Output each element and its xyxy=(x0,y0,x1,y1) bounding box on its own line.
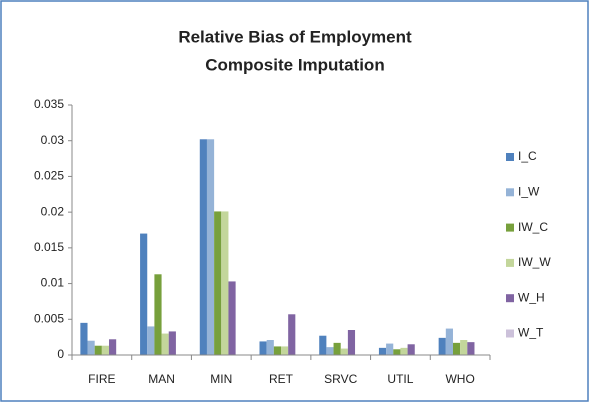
bar xyxy=(407,344,415,355)
chart-title: Relative Bias of Employment xyxy=(178,27,412,46)
bar xyxy=(101,345,110,355)
bar xyxy=(221,211,229,355)
legend-swatch xyxy=(506,153,514,161)
bar xyxy=(147,326,155,355)
legend-label: I_C xyxy=(518,149,537,163)
x-tick-label: FIRE xyxy=(88,372,115,386)
bar xyxy=(445,328,453,355)
bar xyxy=(438,337,446,355)
bar xyxy=(460,340,468,355)
y-tick-label: 0.005 xyxy=(34,311,64,325)
legend-swatch xyxy=(506,223,514,232)
x-tick-label: MAN xyxy=(148,372,175,386)
bar xyxy=(266,340,274,355)
bar xyxy=(94,345,102,355)
bar xyxy=(161,333,169,355)
legend-label: IW_C xyxy=(518,220,548,234)
legend-label: IW_W xyxy=(518,255,551,269)
bar xyxy=(259,341,267,355)
bar xyxy=(199,139,207,355)
y-tick-label: 0.035 xyxy=(34,97,64,111)
bar xyxy=(168,331,176,355)
legend-label: I_W xyxy=(518,184,540,198)
bar xyxy=(378,347,387,355)
legend-swatch xyxy=(506,329,514,338)
x-tick-label: MIN xyxy=(210,372,232,386)
legend-swatch xyxy=(506,188,514,197)
x-tick-label: UTIL xyxy=(387,372,413,386)
bar xyxy=(326,347,334,355)
legend-swatch xyxy=(506,294,514,303)
legend-label: W_H xyxy=(518,290,545,304)
bar xyxy=(228,281,236,355)
bar xyxy=(154,274,162,355)
x-tick-label: WHO xyxy=(445,372,474,386)
bar xyxy=(340,348,348,355)
bar xyxy=(206,139,215,355)
bar xyxy=(87,340,95,355)
y-tick-label: 0 xyxy=(57,347,64,361)
x-tick-label: SRVC xyxy=(324,372,357,386)
x-tick-label: RET xyxy=(269,372,294,386)
y-tick-label: 0.025 xyxy=(34,169,64,183)
bar xyxy=(281,346,289,355)
bar xyxy=(288,314,296,355)
y-tick-label: 0.02 xyxy=(41,204,65,218)
bar xyxy=(333,342,341,355)
bar xyxy=(467,342,475,355)
bar xyxy=(347,330,356,355)
legend-swatch xyxy=(506,258,514,267)
bar xyxy=(80,322,88,355)
bar xyxy=(140,233,148,355)
bar xyxy=(273,346,281,355)
y-tick-label: 0.01 xyxy=(41,276,65,290)
y-tick-label: 0.015 xyxy=(34,240,64,254)
bar xyxy=(214,211,222,355)
bar xyxy=(393,349,401,355)
bar xyxy=(386,343,394,355)
bar xyxy=(319,335,327,355)
bar xyxy=(452,342,461,355)
y-tick-label: 0.03 xyxy=(41,133,65,147)
chart-title: Composite Imputation xyxy=(205,55,384,74)
bar xyxy=(109,339,117,355)
bar xyxy=(400,347,408,355)
legend-label: W_T xyxy=(518,326,544,340)
